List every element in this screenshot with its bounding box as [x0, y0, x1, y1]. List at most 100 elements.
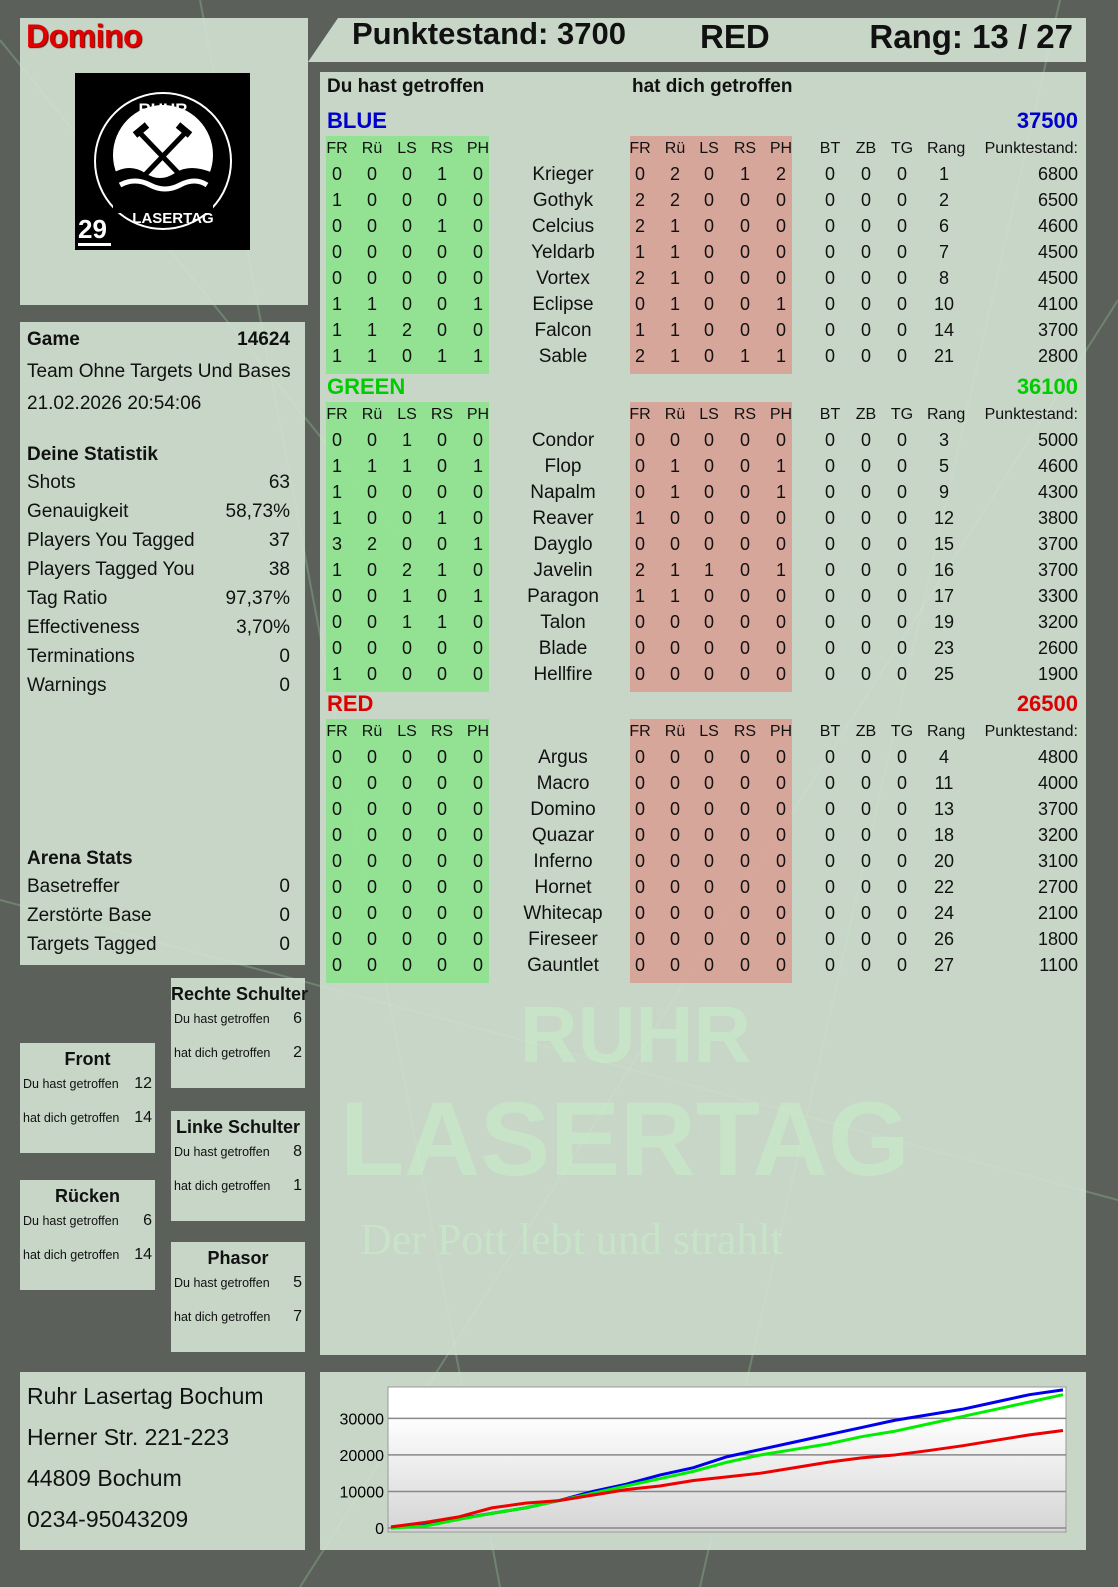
stat-label: Shots: [27, 472, 76, 493]
game-label: Game: [27, 329, 80, 350]
hit-you-cell: 0: [472, 851, 483, 871]
rank-cell: 16: [933, 560, 955, 580]
hit-you-cell: 0: [366, 955, 377, 975]
table-row: 0 0 0 0 0 Domino 0 0 0 0 0 0 0 0 13 3700: [0, 799, 1118, 825]
hit-you-cell: 0: [472, 430, 483, 450]
y-tick-label: 0: [375, 1521, 384, 1538]
player-name-cell: Hornet: [534, 877, 592, 898]
rank-cell: 13: [933, 799, 955, 819]
column-header: ZB: [855, 723, 877, 740]
extra-cell: 0: [860, 456, 871, 476]
score-cell: 4300: [1037, 482, 1078, 502]
hit-you-cell: 1: [331, 482, 342, 502]
player-name-cell: Flop: [544, 456, 582, 477]
zone-by-label: hat dich getroffen: [23, 1111, 120, 1125]
column-header: RS: [733, 723, 757, 740]
hit-by-cell: 0: [739, 430, 750, 450]
hit-you-cell: 0: [401, 955, 412, 975]
team-name: GREEN: [327, 374, 406, 399]
player-name-cell: Hellfire: [533, 664, 593, 685]
hit-you-cell: 0: [331, 929, 342, 949]
hit-by-cell: 0: [775, 268, 786, 288]
stat-value: 37: [268, 530, 290, 551]
rank-cell: 23: [933, 638, 955, 658]
watermark-line2: LASERTAG: [340, 1081, 910, 1198]
player-name-cell: Sable: [538, 346, 588, 367]
hit-by-cell: 0: [703, 799, 714, 819]
zone-title: Phasor: [207, 1248, 269, 1268]
hit-you-cell: 0: [401, 903, 412, 923]
player-name-cell: Celcius: [531, 216, 595, 237]
column-header: BT: [819, 406, 841, 423]
player-name-cell: Fireseer: [528, 929, 598, 950]
zone-title: Front: [64, 1049, 111, 1069]
hit-by-cell: 0: [703, 612, 714, 632]
hit-by-cell: 0: [739, 747, 750, 767]
score-cell: 4000: [1037, 773, 1078, 793]
table-row: 0 0 0 0 0 Whitecap 0 0 0 0 0 0 0 0 24 2100: [0, 903, 1118, 929]
zone-by-label: hat dich getroffen: [23, 1248, 120, 1262]
hit-you-cell: 1: [472, 346, 483, 366]
extra-cell: 0: [824, 320, 835, 340]
hit-you-cell: 0: [366, 242, 377, 262]
extra-cell: 0: [896, 534, 907, 554]
player-name-cell: Inferno: [533, 851, 593, 872]
hit-by-cell: 0: [775, 430, 786, 450]
stat-label: Genauigkeit: [27, 501, 129, 522]
hit-zone-front: Front Du hast getroffen 12 hat dich getroff…: [20, 1043, 155, 1153]
hit-by-cell: 0: [775, 664, 786, 684]
hit-by-cell: 0: [634, 929, 645, 949]
hit-by-cell: 0: [634, 294, 645, 314]
series-line-1: [390, 1393, 1064, 1530]
hit-you-cell: 0: [436, 320, 447, 340]
stat-value: 38: [268, 559, 290, 580]
hit-by-cell: 0: [634, 638, 645, 658]
rank-cell: 25: [933, 664, 955, 684]
player-name-cell: Napalm: [530, 482, 596, 503]
hit-by-block: [630, 136, 792, 374]
extra-cell: 0: [824, 586, 835, 606]
extra-cell: 0: [860, 268, 871, 288]
column-header: ZB: [855, 140, 877, 157]
hit-by-cell: 0: [634, 164, 645, 184]
hit-you-cell: 0: [472, 903, 483, 923]
hit-by-cell: 2: [634, 216, 645, 236]
svg-text:LASERTAG: LASERTAG: [132, 210, 213, 227]
score-cell: 3700: [1037, 534, 1078, 554]
table-row: 0 0 0 0 0 Blade 0 0 0 0 0 0 0 0 23 2600: [0, 638, 1118, 664]
hit-you-cell: 1: [436, 612, 447, 632]
hit-by-cell: 0: [703, 190, 714, 210]
table-row: 1 0 0 0 0 Gothyk 2 2 0 0 0 0 0 0 2 6500: [0, 190, 1118, 216]
hit-you-heading: Du hast getroffen: [327, 76, 485, 97]
hit-by-cell: 0: [669, 773, 680, 793]
address-line: Ruhr Lasertag Bochum: [27, 1383, 264, 1409]
column-header: FR: [326, 140, 348, 157]
rank-cell: 26: [933, 929, 955, 949]
player-name-cell: Domino: [530, 799, 596, 820]
zone-hit-label: Du hast getroffen: [23, 1077, 119, 1091]
zone-title: Rechte Schulter: [171, 984, 309, 1004]
hit-by-cell: 0: [669, 877, 680, 897]
hit-by-cell: 0: [634, 955, 645, 975]
table-row: 1 1 1 0 1 Flop 0 1 0 0 1 0 0 0 5 4600: [0, 456, 1118, 482]
score-cell: 2800: [1037, 346, 1078, 366]
extra-cell: 0: [896, 799, 907, 819]
extra-cell: 0: [896, 430, 907, 450]
stat-row: Players You Tagged 37: [0, 530, 290, 556]
hit-you-cell: 0: [366, 773, 377, 793]
hit-by-cell: 0: [634, 430, 645, 450]
hit-by-cell: 0: [739, 294, 750, 314]
hit-you-cell: 0: [436, 294, 447, 314]
hit-by-cell: 0: [739, 242, 750, 262]
hit-you-cell: 0: [331, 164, 342, 184]
arena-title: Arena Stats: [27, 848, 133, 869]
hit-you-cell: 0: [401, 294, 412, 314]
hit-by-cell: 0: [703, 456, 714, 476]
hit-you-cell: 0: [331, 268, 342, 288]
player-name-cell: Talon: [540, 612, 586, 633]
hit-by-cell: 0: [703, 242, 714, 262]
hit-by-cell: 0: [775, 242, 786, 262]
extra-cell: 0: [824, 799, 835, 819]
hit-by-cell: 0: [775, 586, 786, 606]
hit-you-cell: 0: [331, 612, 342, 632]
